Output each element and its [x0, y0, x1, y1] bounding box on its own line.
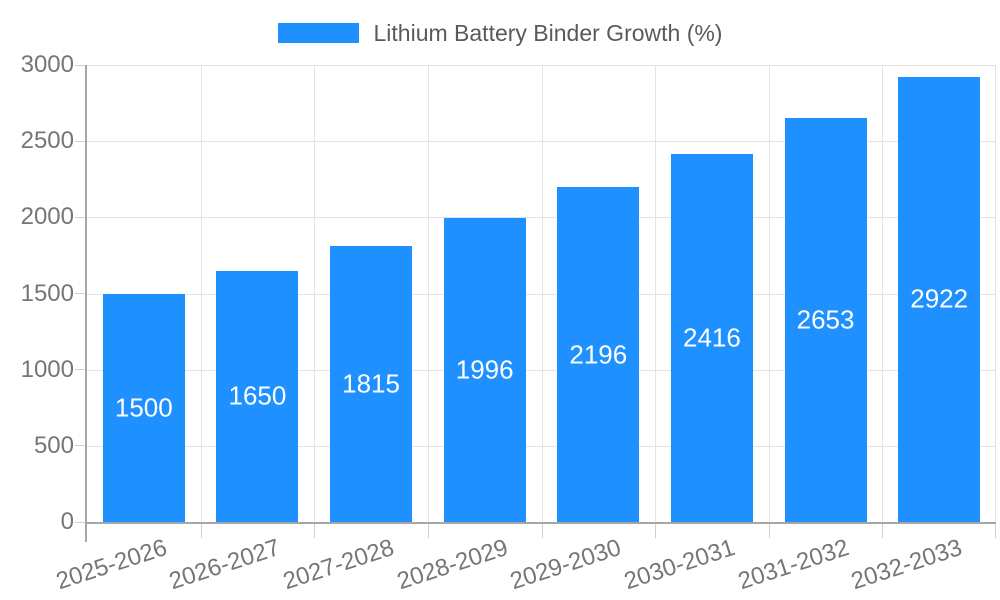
bar[interactable]: 2653: [784, 117, 867, 522]
y-axis-tick-label: 1500: [20, 279, 74, 307]
x-axis-tick: [655, 524, 657, 538]
y-axis-tick: [75, 64, 85, 66]
bar[interactable]: 1500: [102, 293, 185, 522]
x-axis-tick: [200, 524, 202, 538]
legend[interactable]: Lithium Battery Binder Growth (%): [0, 21, 1000, 45]
y-axis-tick-label: 2000: [20, 203, 74, 231]
y-axis-tick: [75, 521, 85, 523]
x-gridline: [200, 65, 202, 522]
x-axis-category-label: 2026-2027: [166, 534, 284, 596]
x-gridline: [882, 65, 884, 522]
y-axis-tick-label: 0: [60, 508, 74, 535]
plot-area: 0 500 1000 1500 2000 2500 3000 1500 1650 1815 1996…: [21, 51, 996, 595]
bar[interactable]: 1815: [330, 245, 413, 522]
bar-value-label: 1500: [114, 392, 173, 423]
y-axis-tick: [75, 369, 85, 371]
x-gridline: [541, 65, 543, 522]
bar-value-label: 1815: [342, 368, 400, 399]
x-gridline: [427, 65, 429, 522]
bar[interactable]: 2416: [670, 153, 753, 522]
bar-value-label: 1650: [228, 380, 287, 411]
y-axis-tick: [75, 216, 85, 218]
x-axis-tick: [85, 524, 87, 542]
x-gridline: [314, 65, 316, 522]
bar-value-label: 1996: [455, 354, 514, 385]
x-axis-tick: [768, 524, 770, 538]
x-axis-tick: [314, 524, 316, 538]
bar[interactable]: 2922: [898, 76, 981, 522]
legend-label[interactable]: Lithium Battery Binder Growth (%): [373, 20, 723, 46]
bar[interactable]: 2196: [557, 187, 640, 522]
x-axis-category-label: 2031-2032: [734, 534, 852, 596]
x-axis-tick: [427, 524, 429, 538]
bar-value-label: 2416: [683, 322, 741, 353]
y-axis-tick: [75, 445, 85, 447]
x-axis-tick: [995, 524, 996, 538]
bar-value-label: 2922: [910, 283, 969, 314]
x-axis-category-label: 2030-2031: [620, 534, 739, 596]
y-axis-tick-label: 1000: [20, 355, 74, 383]
x-gridline: [995, 65, 996, 522]
x-axis-tick: [882, 524, 884, 538]
y-axis-tick-label: 500: [33, 431, 74, 459]
bar-value-label: 2196: [569, 339, 628, 370]
x-axis-category-label: 2029-2030: [507, 534, 625, 596]
x-axis-category-label: 2027-2028: [279, 534, 398, 596]
y-axis-tick: [75, 140, 85, 142]
bar[interactable]: 1996: [443, 217, 526, 522]
x-axis-tick: [541, 524, 543, 538]
bar[interactable]: 1650: [216, 270, 299, 522]
legend-swatch-icon[interactable]: [277, 23, 359, 43]
y-axis-tick-label: 3000: [20, 51, 74, 78]
bar-value-label: 2653: [796, 304, 855, 335]
x-gridline: [655, 65, 657, 522]
x-axis-category-label: 2032-2033: [848, 534, 966, 596]
x-gridline: [768, 65, 770, 522]
x-axis-category-label: 2028-2029: [393, 534, 512, 596]
y-axis-tick: [75, 293, 85, 294]
x-axis-category-label: 2025-2026: [52, 534, 171, 596]
y-axis-tick-label: 2500: [20, 127, 74, 155]
